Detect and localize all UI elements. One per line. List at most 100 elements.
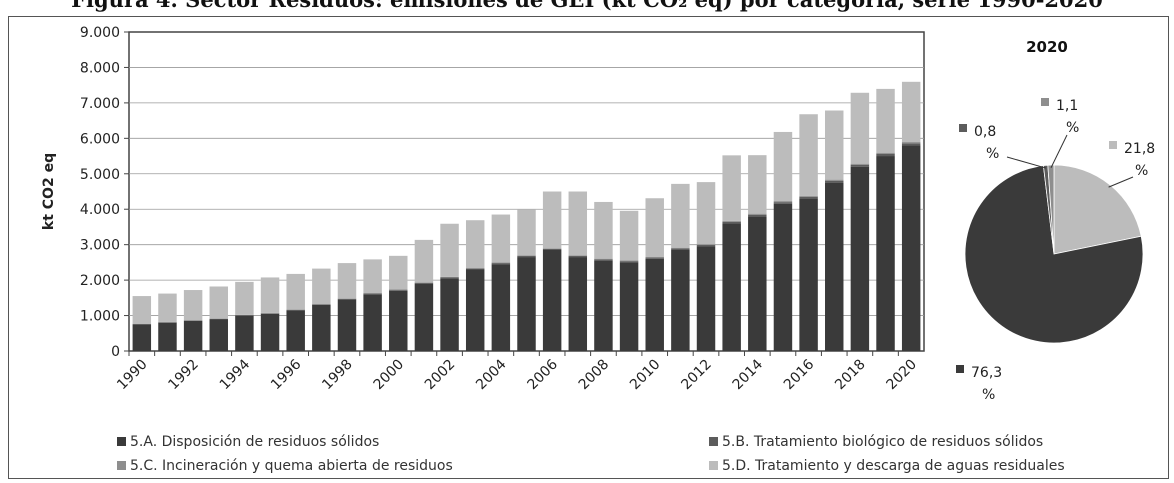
bar-5b-2006: [542, 248, 562, 250]
bar-5c-2019: [876, 152, 895, 154]
x-tick-label: 1990: [114, 357, 151, 394]
legend-item-5b: 5.B. Tratamiento biológico de residuos s…: [709, 434, 1043, 450]
bar-5d-2008: [594, 201, 613, 259]
bar-5a-1993: [209, 319, 228, 351]
bar-5d-2015: [773, 131, 793, 202]
bar-5b-2011: [671, 248, 690, 250]
chart-svg: 0 1.000 2.000 3.000 4.000 5.000 6.000 7.000 8.00…: [41, 25, 1155, 403]
bar-5a-1994: [235, 315, 254, 351]
bar-5a-2007: [568, 257, 588, 351]
x-tick-label: 2000: [371, 357, 408, 394]
pie-leader-line-5b: [1006, 156, 1047, 169]
bar-5b-2012: [696, 245, 716, 247]
bar-5c-2017: [825, 179, 844, 181]
bar-5a-2009: [619, 262, 639, 351]
y-tick-label: 5.000: [80, 167, 120, 183]
bar-5a-2005: [517, 257, 536, 351]
pie-leader-line-5c: [1050, 134, 1068, 168]
legend-swatch-5c: [117, 461, 126, 470]
pie-label-swatch-5c: [1041, 98, 1049, 106]
pie-leader-line-5d: [1108, 176, 1134, 188]
legend-item-5c: 5.C. Incineración y quema abierta de res…: [117, 458, 453, 474]
legend-item-5a: 5.A. Disposición de residuos sólidos: [117, 434, 379, 450]
y-tick-label: 4.000: [80, 202, 120, 218]
bar-5d-1998: [337, 263, 357, 299]
bar-5b-1998: [337, 298, 357, 300]
bar-5a-2003: [465, 269, 485, 351]
legend-label-5a: 5.A. Disposición de residuos sólidos: [130, 434, 380, 450]
y-tick-label: 6.000: [80, 131, 120, 147]
bar-5b-2013: [722, 221, 741, 224]
bar-5c-2000: [389, 289, 408, 291]
pie-value-label-5d: 21,8: [1124, 141, 1155, 157]
y-axis-label: kt CO2 eq: [41, 153, 57, 230]
bar-5c-2003: [465, 268, 485, 269]
bar-5d-2003: [465, 220, 485, 269]
bar-5c-2009: [619, 260, 639, 262]
pie-value-label-5b: 0,8: [974, 124, 996, 140]
pie-unit-label-5b: %: [986, 146, 999, 162]
pie-value-label-5a: 76,3: [971, 365, 1002, 381]
bar-5b-2000: [389, 290, 408, 291]
bar-5c-2011: [671, 247, 690, 249]
x-tick-label: 2018: [832, 357, 869, 394]
pie-label-swatch-5d: [1109, 141, 1117, 149]
bar-5c-2020: [901, 142, 921, 144]
bar-5a-1995: [260, 313, 280, 351]
x-tick-label: 2004: [473, 356, 510, 393]
bar-5d-1997: [312, 268, 331, 305]
bar-5d-2005: [517, 209, 536, 256]
bar-5b-2009: [619, 261, 639, 263]
bar-5d-2009: [619, 210, 639, 261]
bar-5c-2012: [696, 244, 716, 246]
bar-5a-2016: [799, 198, 818, 351]
bar-5b-2001: [414, 282, 434, 284]
bar-5b-1997: [312, 304, 331, 305]
pie-unit-label-5d: %: [1135, 163, 1148, 179]
bar-5a-1996: [286, 310, 305, 351]
bar-5a-1998: [337, 299, 357, 351]
bar-5b-1996: [286, 309, 305, 311]
bar-5b-2003: [465, 268, 485, 270]
bar-5b-2004: [491, 263, 511, 265]
bar-5b-2015: [773, 202, 793, 204]
bar-5a-2008: [594, 260, 613, 351]
bar-5c-2002: [440, 276, 459, 278]
bar-5c-2006: [542, 248, 562, 249]
bar-5d-1995: [260, 277, 280, 313]
bar-5c-1999: [363, 293, 382, 294]
bar-5b-2020: [901, 143, 921, 146]
bar-5d-1991: [158, 293, 177, 322]
x-tick-label: 2016: [781, 356, 818, 393]
bar-5b-2019: [876, 153, 895, 157]
bar-5c-2016: [799, 195, 818, 197]
bar-5a-2002: [440, 278, 459, 351]
bar-5d-2016: [799, 114, 818, 196]
pie-slice-5d: [1053, 164, 1142, 255]
pie-slice-5a: [964, 165, 1144, 344]
bar-5c-2014: [748, 213, 767, 215]
bar-5d-1996: [286, 273, 305, 310]
legend-label-5b: 5.B. Tratamiento biológico de residuos s…: [722, 434, 1044, 450]
y-tick-label: 7.000: [80, 96, 120, 112]
pie-chart: 2020 76,3% 0,8% 1,1% 21,8%: [956, 38, 1155, 403]
bar-5d-2013: [722, 155, 741, 221]
x-tick-label: 2014: [730, 356, 767, 393]
bar-5b-2014: [748, 214, 767, 217]
bar-5a-2019: [876, 156, 895, 351]
x-tick-label: 2008: [576, 357, 613, 394]
bar-5d-2006: [542, 191, 562, 249]
y-tick-label: 2.000: [80, 273, 120, 289]
bar-5b-2016: [799, 196, 818, 199]
bar-5a-2013: [722, 223, 741, 351]
bar-5d-1990: [132, 296, 152, 324]
figure-caption: Figura 4. Sector Residuos: emisiones de …: [0, 0, 1174, 12]
bar-5d-2011: [671, 183, 690, 248]
bar-5a-2011: [671, 249, 690, 351]
x-tick-label: 1996: [268, 356, 305, 393]
pie-label-swatch-5a: [956, 365, 964, 373]
x-tick-label: 1998: [319, 357, 356, 394]
bar-5d-2000: [389, 255, 408, 290]
bar-5b-2018: [850, 164, 870, 167]
x-tick-label: 2002: [422, 357, 459, 394]
